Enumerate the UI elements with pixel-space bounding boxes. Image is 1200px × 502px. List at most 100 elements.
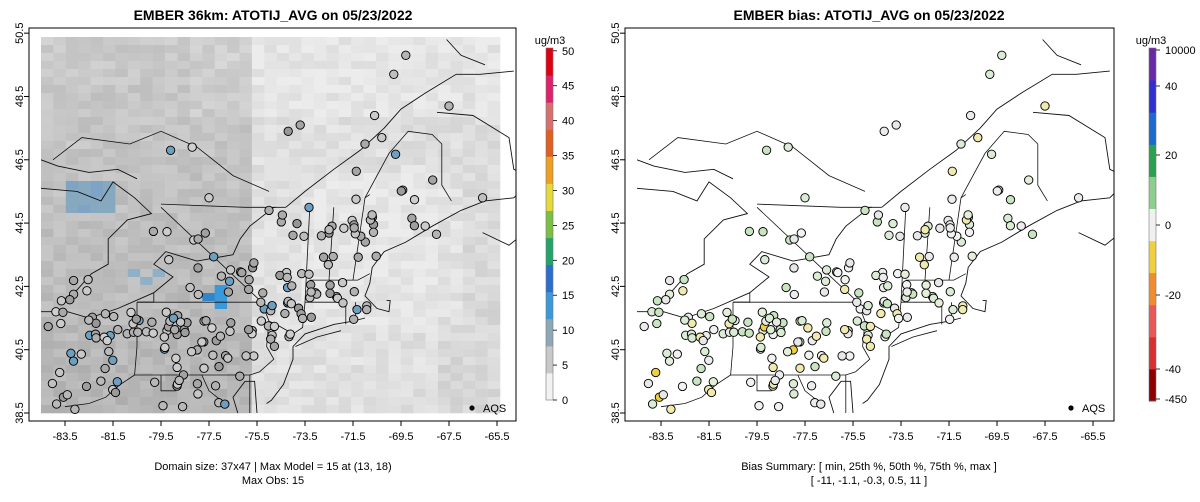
station-marker <box>216 271 227 281</box>
x-tick-label: -83.5 <box>648 431 673 443</box>
bias-station-marker <box>914 252 925 262</box>
station-marker <box>244 284 254 295</box>
station-marker <box>131 314 141 324</box>
station-marker <box>147 317 157 327</box>
bias-station-marker <box>658 390 668 400</box>
y-tick-label: 50.5 <box>14 22 26 43</box>
bias-station-marker <box>770 375 780 386</box>
station-marker <box>256 297 266 307</box>
bias-station-marker <box>789 263 799 273</box>
bias-station-marker <box>722 307 732 318</box>
station-marker <box>431 229 442 239</box>
bias-station-marker <box>729 327 739 337</box>
station-marker <box>47 378 58 389</box>
station-marker <box>352 304 362 315</box>
station-marker <box>150 377 160 387</box>
x-tick-label: -81.5 <box>696 431 721 443</box>
station-marker <box>396 186 406 196</box>
bias-station-marker <box>789 289 799 300</box>
bias-station-marker <box>746 377 756 387</box>
bias-station-marker <box>921 280 931 290</box>
bias-station-marker <box>744 328 754 338</box>
station-marker <box>249 258 259 268</box>
station-marker <box>369 110 380 121</box>
station-marker <box>390 149 401 159</box>
bias-station-marker <box>789 389 799 399</box>
station-marker <box>164 255 174 265</box>
bias-station-marker <box>696 309 707 319</box>
bias-station-marker <box>820 276 831 286</box>
station-marker <box>185 282 195 293</box>
station-marker <box>282 272 292 283</box>
colorbar-label: 0 <box>1165 220 1171 232</box>
bias-station-marker <box>652 318 662 329</box>
station-marker <box>269 341 280 351</box>
y-tick-label: 48.5 <box>14 86 26 107</box>
bias-station-marker <box>1005 221 1016 231</box>
colorbar-label: 50 <box>562 46 574 58</box>
bias-station-marker <box>845 351 855 361</box>
station-marker <box>316 231 327 241</box>
bias-station-marker <box>865 321 876 332</box>
station-marker <box>235 371 245 381</box>
x-tick-label: -79.5 <box>744 431 769 443</box>
bias-station-marker <box>767 353 777 363</box>
bias-station-marker <box>860 205 870 216</box>
station-marker <box>409 221 420 231</box>
bias-station-marker <box>811 331 822 341</box>
bias-station-marker <box>698 335 708 346</box>
station-marker <box>210 381 221 391</box>
bias-station-marker <box>902 287 912 297</box>
station-marker <box>287 281 297 291</box>
left-map-frame <box>28 27 517 422</box>
bias-station-marker <box>840 284 850 295</box>
bias-station-marker <box>902 312 912 322</box>
station-marker <box>389 69 399 79</box>
bias-station-marker <box>947 166 957 176</box>
bias-station-marker <box>956 139 966 149</box>
colorbar-label: 45 <box>562 81 574 93</box>
concentration-map-panel: EMBER 36km: ATOTIJ_AVG on 05/23/2022 -83… <box>14 7 574 487</box>
station-marker <box>161 307 171 317</box>
bias-station-marker <box>796 228 806 238</box>
bias-station-marker <box>755 332 765 342</box>
y-tick-label: 44.5 <box>610 212 622 233</box>
station-marker <box>368 227 379 237</box>
station-marker <box>292 218 302 229</box>
station-marker <box>204 193 214 203</box>
colorbar-label: 35 <box>562 151 574 163</box>
aqs-sites <box>43 50 488 414</box>
station-marker <box>207 323 217 333</box>
x-tick-label: -77.5 <box>792 431 817 443</box>
station-marker <box>201 316 211 326</box>
station-marker <box>193 263 203 273</box>
bias-station-marker <box>754 401 764 411</box>
station-marker <box>193 389 203 399</box>
station-marker <box>304 202 314 213</box>
bias-station-marker <box>965 110 976 121</box>
y-tick-label: 38.5 <box>610 402 622 423</box>
x-tick-label: -75.5 <box>244 431 269 443</box>
bias-station-marker <box>757 307 767 317</box>
bias-station-marker <box>760 255 770 265</box>
bias-station-marker <box>647 399 658 409</box>
x-tick-label: -75.5 <box>840 431 865 443</box>
station-marker <box>96 376 106 386</box>
station-marker <box>266 334 276 344</box>
station-marker <box>444 101 454 111</box>
domain-summary: Domain size: 37x47 | Max Model = 15 at (… <box>154 461 391 473</box>
bias-station-marker <box>761 145 772 155</box>
bias-station-marker <box>696 363 706 374</box>
bias-station-marker <box>700 346 710 357</box>
station-marker <box>112 377 122 387</box>
right-colorbar: 10000 40 20 0 -20 -40 -450 <box>1148 45 1196 406</box>
bias-station-marker <box>643 378 654 389</box>
y-tick-label: 40.5 <box>610 339 622 360</box>
bias-station-marker <box>692 376 702 386</box>
bias-station-marker <box>661 295 671 305</box>
station-marker <box>148 226 159 237</box>
y-tick-label: 46.5 <box>14 149 26 170</box>
bias-station-marker <box>664 275 675 286</box>
bias-station-marker <box>1016 221 1026 231</box>
bias-station-marker <box>882 299 892 309</box>
